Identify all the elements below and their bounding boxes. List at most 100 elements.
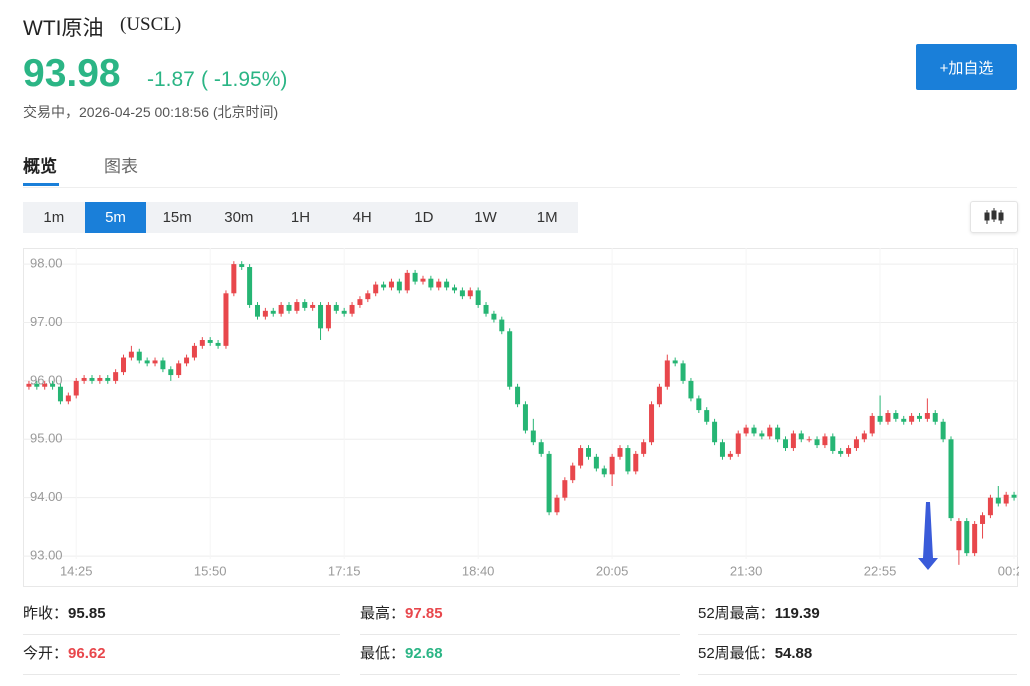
candle-body: [50, 383, 56, 387]
stat: 最高：97.85: [360, 594, 680, 635]
chart-type-button[interactable]: [970, 201, 1018, 233]
candle-body: [223, 293, 229, 346]
candle-body: [475, 290, 481, 305]
stat: 昨收：95.85: [23, 594, 340, 635]
candle-body: [207, 340, 213, 343]
period-button[interactable]: 1m: [43, 209, 65, 226]
period-button[interactable]: 1H: [290, 209, 311, 226]
candle-body: [365, 293, 371, 300]
candle-body: [783, 439, 789, 449]
candle-body: [89, 377, 95, 381]
candle-body: [790, 433, 796, 449]
stat-value: 96.62: [68, 645, 106, 662]
candle-body: [81, 377, 87, 381]
candle-body: [144, 360, 150, 364]
x-tick-label: 22:55: [864, 563, 897, 578]
candle-body: [302, 302, 308, 308]
period-button[interactable]: 1D: [414, 209, 434, 226]
candle-body: [727, 453, 733, 457]
stat-label: 52周最低：: [698, 645, 775, 662]
code: (USCL): [120, 14, 182, 35]
candle-body: [507, 331, 513, 387]
y-tick-label: 94.00: [30, 489, 63, 504]
candle-body: [546, 453, 552, 513]
candle-body: [34, 383, 40, 387]
candle-body: [231, 264, 237, 294]
candle-body: [239, 264, 245, 268]
candle-body: [956, 521, 962, 551]
candle-body: [396, 281, 402, 291]
candle-body: [562, 480, 568, 498]
candle-body: [428, 278, 434, 288]
candle-body: [806, 439, 812, 441]
time: 2026-04-25 00:18:56: [79, 104, 209, 120]
candle-body: [105, 377, 111, 381]
candle-body: [814, 439, 820, 446]
candle-icon: [984, 208, 1004, 224]
candle-body: [412, 272, 418, 282]
chart-frame: [23, 248, 1018, 587]
candle-body: [491, 313, 497, 320]
stat-label: 最低：: [360, 645, 406, 662]
candle-body: [404, 272, 410, 291]
candle-body: [57, 386, 63, 402]
period-button[interactable]: 1M: [536, 209, 558, 226]
timezone: (北京时间): [212, 104, 279, 120]
y-tick-label: 95.00: [30, 431, 63, 446]
x-tick-label: 18:40: [462, 563, 495, 578]
candle-body: [964, 521, 970, 554]
period-button[interactable]: 15m: [162, 209, 192, 226]
stat: 52周最低：54.88: [698, 634, 1017, 675]
period-button[interactable]: 30m: [224, 209, 254, 226]
candle-body: [853, 439, 859, 449]
stat-row: 最高：97.85: [360, 594, 680, 635]
candle-body: [286, 304, 292, 311]
stat-row: 昨收：95.85: [23, 594, 340, 635]
candle-body: [467, 290, 473, 297]
stat-label: 昨收：: [23, 605, 69, 622]
candle-body: [341, 310, 347, 314]
candle-body: [633, 453, 639, 472]
candle-body: [995, 497, 1001, 504]
price: 93.98: [23, 52, 121, 95]
candle-body: [846, 448, 852, 454]
change: -1.87: [147, 68, 195, 91]
candle-body: [26, 383, 32, 387]
period-button[interactable]: 5m: [84, 202, 147, 233]
tab[interactable]: 图表: [104, 157, 138, 176]
x-tick-label: 00:20: [998, 563, 1019, 578]
candle-body: [987, 497, 993, 516]
candle-body: [452, 287, 458, 291]
x-tick-label: 21:30: [730, 563, 763, 578]
candle-body: [215, 342, 221, 346]
candle-body: [538, 442, 544, 454]
candle-body: [262, 310, 268, 317]
y-tick-label: 97.00: [30, 314, 63, 329]
candle-body: [113, 372, 119, 381]
candle-body: [73, 380, 79, 396]
candle-body: [704, 410, 710, 422]
candle-body: [617, 448, 623, 457]
candle-body: [373, 284, 379, 294]
candle-body: [578, 448, 584, 466]
change-percent: ( -1.95%): [201, 68, 288, 91]
candle-body: [869, 415, 875, 434]
tab[interactable]: 概览: [23, 157, 57, 176]
candle-body: [932, 413, 938, 422]
period-button[interactable]: 4H: [352, 209, 372, 226]
candle-body: [680, 363, 686, 381]
title: WTI原油: [23, 17, 104, 40]
period-button[interactable]: 1W: [474, 209, 497, 226]
candle-body: [160, 360, 166, 370]
candle-body: [436, 281, 442, 288]
candle-body: [388, 281, 394, 288]
candle-body: [270, 310, 276, 314]
candle-body: [798, 433, 804, 440]
x-tick-label: 15:50: [194, 563, 227, 578]
add-watchlist-button[interactable]: +加自选: [916, 44, 1017, 90]
candle-body: [128, 351, 134, 358]
candle-body: [861, 433, 867, 440]
candle-body: [530, 430, 536, 443]
candle-body: [948, 439, 954, 519]
